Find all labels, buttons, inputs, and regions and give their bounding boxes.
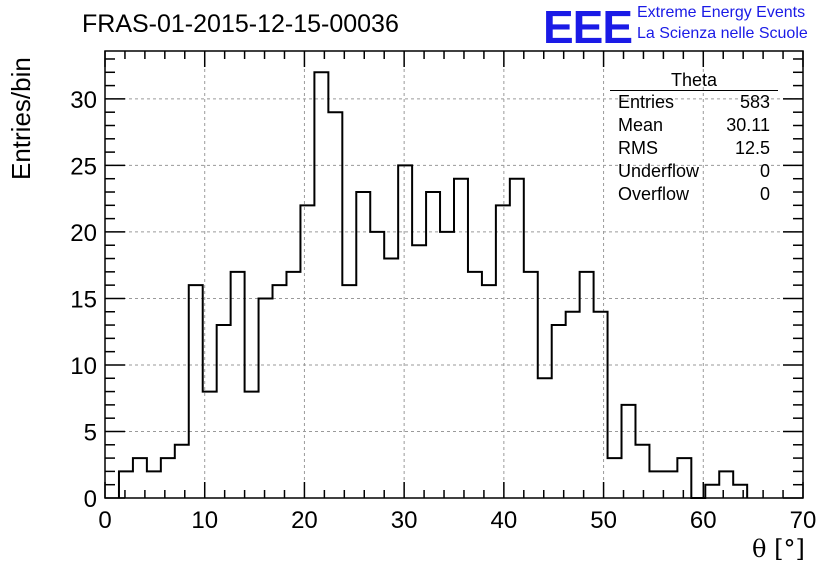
histogram-bin: [454, 179, 468, 498]
histogram-bin: [524, 272, 538, 498]
histogram-bin: [649, 471, 663, 498]
stats-value: 583: [739, 92, 770, 112]
histogram-step-line: [117, 71, 749, 499]
x-tick-label: 20: [291, 507, 318, 534]
histogram-bin: [175, 445, 189, 498]
histogram-bin: [622, 405, 636, 498]
stats-value: 30.11: [726, 115, 770, 135]
histogram-bin: [273, 285, 287, 498]
logo-line-2: La Scienza nelle Scuole: [637, 25, 808, 42]
stats-label: Underflow: [618, 161, 700, 181]
x-tick-label: 30: [391, 507, 418, 534]
x-tick-label: 40: [491, 507, 518, 534]
stats-box: Theta Entries 583 Mean 30.11 RMS 12.5 Un…: [610, 70, 778, 206]
logo-line-1: Extreme Energy Events: [637, 4, 806, 21]
stats-row-mean: Mean 30.11: [610, 114, 778, 137]
histogram-bin: [705, 485, 719, 498]
stats-value: 12.5: [734, 138, 770, 158]
x-tick-label: 70: [790, 507, 817, 534]
histogram-bin: [189, 285, 203, 498]
stats-row-overflow: Overflow 0: [610, 183, 778, 206]
stats-value: 0: [759, 184, 770, 204]
histogram-bin: [608, 458, 622, 498]
chart-title: FRAS-01-2015-12-15-00036: [82, 10, 399, 38]
histogram-bin: [482, 285, 496, 498]
x-tick-label: 60: [690, 507, 717, 534]
histogram-bin: [733, 485, 747, 498]
stats-label: Entries: [618, 92, 675, 112]
stats-row-entries: Entries 583: [610, 91, 778, 114]
histogram-bin: [468, 272, 482, 498]
y-tick-label: 30: [70, 87, 97, 114]
histogram-bin: [719, 471, 733, 498]
histogram-bin: [342, 285, 356, 498]
histogram-bin: [314, 72, 328, 498]
stats-label: Mean: [618, 115, 664, 135]
stats-row-rms: RMS 12.5: [610, 137, 778, 160]
stats-label: Overflow: [618, 184, 690, 204]
x-tick-label: 0: [98, 507, 111, 534]
histogram-bin: [552, 325, 566, 498]
x-axis-label: θ [°]: [752, 535, 805, 563]
y-tick-label: 20: [70, 220, 97, 247]
stats-title: Theta: [610, 70, 778, 91]
histogram-bin: [119, 471, 133, 498]
histogram-bin: [328, 112, 342, 498]
histogram-bin: [286, 272, 300, 498]
eee-logo: EEE: [543, 1, 633, 53]
histogram-bin: [259, 298, 273, 498]
histogram-bin: [496, 205, 510, 498]
tick-labels: 0 10 20 30 40 50 60 70 0 5 10 15 20 25 30: [70, 87, 816, 534]
histogram-bin: [635, 445, 649, 498]
histogram-bin: [217, 325, 231, 498]
histogram-bin: [594, 312, 608, 498]
stats-value: 0: [759, 161, 770, 181]
histogram-bin: [566, 312, 580, 498]
histogram-bin: [412, 245, 426, 498]
y-tick-label: 0: [84, 486, 97, 513]
y-tick-label: 25: [70, 153, 97, 180]
y-tick-label: 10: [70, 353, 97, 380]
histogram-bin: [231, 272, 245, 498]
histogram-bin: [147, 471, 161, 498]
histogram-bin: [161, 458, 175, 498]
histogram-bin: [580, 272, 594, 498]
histogram-bin: [300, 205, 314, 498]
histogram-bin: [510, 179, 524, 498]
histogram-bin: [398, 165, 412, 498]
histogram-bin: [384, 259, 398, 498]
y-axis-label: Entries/bin: [6, 57, 36, 180]
y-tick-label: 5: [84, 419, 97, 446]
x-tick-label: 50: [590, 507, 617, 534]
histogram-bin: [538, 378, 552, 498]
histogram-bin: [426, 192, 440, 498]
histogram-bin: [245, 392, 259, 498]
stats-row-underflow: Underflow 0: [610, 160, 778, 183]
x-tick-label: 10: [191, 507, 218, 534]
histogram-bin: [677, 458, 691, 498]
stats-label: RMS: [618, 138, 658, 158]
y-tick-label: 15: [70, 286, 97, 313]
histogram-bin: [663, 471, 677, 498]
histogram-bin: [356, 192, 370, 498]
plot-frame: [104, 50, 804, 499]
